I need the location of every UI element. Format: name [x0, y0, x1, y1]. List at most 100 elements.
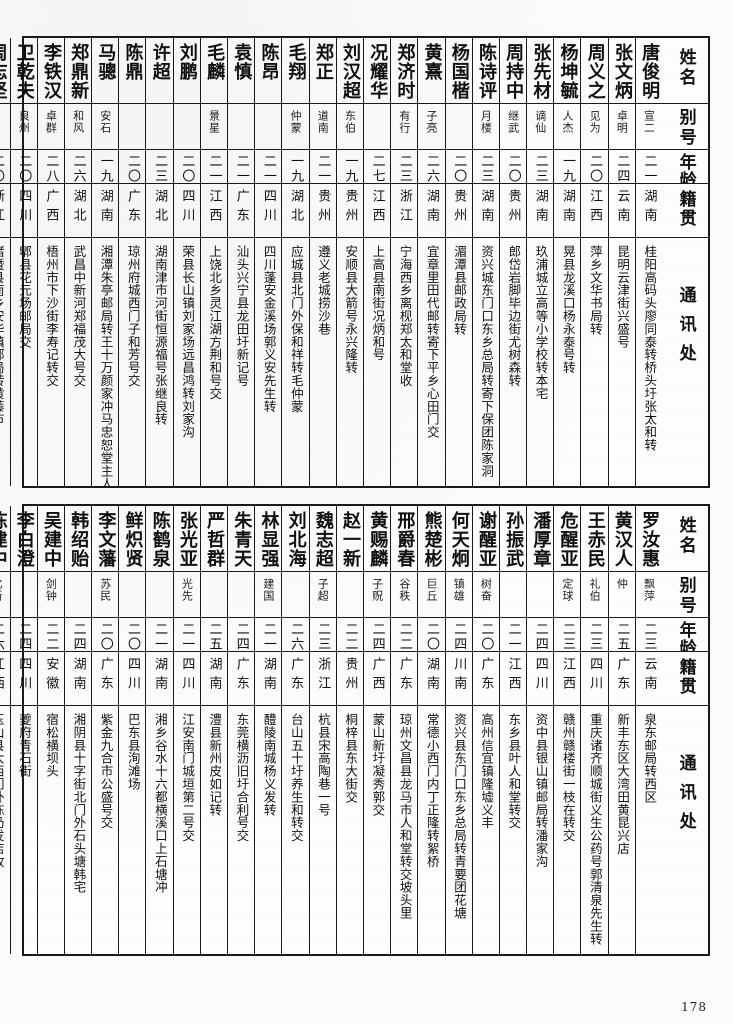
cell-age: 二四 [608, 150, 635, 184]
entry-column: 赵一新 二二 贵州 桐梓县东大街交 [335, 506, 363, 954]
cell-address: 梧州市下沙街李寿记转交 [44, 245, 60, 387]
cell-age: 二〇 [119, 618, 146, 652]
cell-age: 二七 [363, 150, 391, 184]
cell-native: 浙江 [309, 652, 336, 706]
cell-age: 二〇 [472, 618, 499, 652]
cell-address: 湘阴县十字街北门外石头塘韩宅 [71, 713, 87, 894]
entry-column: 张先材 谪仙 二三 湖南 玖浦城立高等小学校转本宅 [526, 38, 554, 486]
cell-name: 马骢 [92, 38, 119, 104]
header-cell-name: 姓名 [662, 506, 708, 572]
cell-alias: 和风 [64, 104, 92, 150]
cell-address: 桐梓县东大街交 [343, 713, 359, 804]
cell-native: 四川 [255, 184, 282, 238]
cell-alias [282, 572, 309, 618]
cell-address: 桂阳高码头廖同泰转桥头圩张太和转 [642, 245, 658, 452]
cell-alias: 化新 [0, 572, 10, 618]
cell-native: 浙江 [0, 184, 10, 238]
cell-alias [146, 572, 173, 618]
cell-alias [336, 572, 363, 618]
cell-native: 湖南 [255, 652, 282, 706]
cell-address: 宁海西乡离枧郑太和堂收 [397, 245, 413, 387]
cell-address: 晃县龙溪口杨永泰号转 [560, 245, 576, 374]
cell-native: 湖北 [146, 184, 173, 238]
cell-age: 二四 [10, 618, 37, 652]
cell-name: 李铁汉 [37, 38, 64, 104]
cell-alias: 卓明 [608, 104, 635, 150]
cell-age: 二〇 [445, 150, 472, 184]
entry-column: 周志坚 二〇 浙江 诸暨县南乡安华镇邮局转黄藤市 [0, 38, 10, 486]
entry-column: 马骢 安石 一九 湖南 湘潭朱亭邮局转王十万颜家冲马忠恕堂主人收 [91, 38, 119, 486]
cell-name: 危醒亚 [554, 506, 581, 572]
cell-alias: 月楼 [472, 104, 499, 150]
cell-age: 一九 [282, 150, 309, 184]
cell-native: 湖南 [200, 652, 227, 706]
cell-alias: 安石 [92, 104, 119, 150]
cell-age: 二三 [635, 618, 662, 652]
cell-address: 玉山县大西门外陈仍发店收 [0, 713, 5, 868]
cell-alias: 见为 [581, 104, 608, 150]
cell-address: 四川蓬安金溪场郭义安先生转 [261, 245, 277, 413]
cell-name: 杨坤毓 [554, 38, 581, 104]
cell-native: 川南 [445, 652, 472, 706]
cell-age: 二一 [228, 150, 255, 184]
cell-age: 二四 [363, 618, 391, 652]
row-header-column: 姓名 别号 年龄 籍贯 通讯处 [662, 38, 708, 486]
entry-column: 许超 二三 湖北 湖南津市河街恒源福号张继良转 [145, 38, 173, 486]
entry-column: 李铁汉 卓群 二八 广西 梧州市下沙街李寿记转交 [36, 38, 64, 486]
cell-address: 泉东邮局转西区 [642, 713, 658, 804]
cell-alias: 卓群 [37, 104, 64, 150]
cell-address: 玖浦城立高等小学校转本宅 [533, 245, 549, 400]
cell-native: 广东 [92, 652, 119, 706]
cell-name: 张先材 [527, 38, 554, 104]
cell-age: 二二 [336, 618, 363, 652]
cell-age: 一九 [554, 150, 581, 184]
cell-name: 周义之 [581, 38, 608, 104]
header-cell-name: 姓名 [662, 38, 708, 104]
entry-column: 刘汉超 东伯 一九 贵州 安顺县大箭号永兴隆转 [335, 38, 363, 486]
entry-column: 陈诗评 月楼 二三 湖南 资兴城东门口东乡总局转寄下保团陈家洞 [471, 38, 499, 486]
cell-native: 四川 [119, 652, 146, 706]
directory-table-lower: 姓名 别号 年龄 籍贯 通讯处 罗汝惠 飘萍 二三 云南 泉东邮局转西区 黄汉人仲二五广… [0, 504, 710, 956]
cell-name: 唐俊明 [635, 38, 662, 104]
cell-name: 毛麟 [200, 38, 227, 104]
cell-age: 二三 [309, 618, 336, 652]
cell-address: 巴东县洵滩场 [125, 713, 141, 791]
header-cell-age: 年龄 [662, 618, 708, 652]
cell-address: 昆明云津街兴盛号 [615, 245, 631, 349]
cell-age: 二〇 [173, 150, 200, 184]
cell-alias [173, 104, 200, 150]
cell-age: 二三 [472, 150, 499, 184]
entry-column: 陈昂 二一 四川 四川蓬安金溪场郭义安先生转 [254, 38, 282, 486]
entry-column: 黄赐麟 子贶 二四 广西 蒙山新圩凝秀郭交 [362, 506, 391, 954]
cell-age: 二八 [37, 150, 64, 184]
cell-native: 江西 [499, 652, 527, 706]
cell-address: 汕头兴宁县龙田圩新记号 [234, 245, 250, 387]
cell-alias [200, 572, 227, 618]
cell-age: 一九 [92, 150, 119, 184]
cell-age: 二一 [146, 618, 173, 652]
entry-column: 张光亚 光先 二一 四川 江安南门城垣第二号交 [172, 506, 200, 954]
cell-native: 江西 [581, 184, 608, 238]
cell-name: 林显强 [255, 506, 282, 572]
cell-age: 二三 [527, 150, 554, 184]
cell-address: 宿松横坝头 [44, 713, 60, 778]
cell-address: 醴陵南城杨义发转 [261, 713, 277, 817]
cell-alias: 有行 [391, 104, 418, 150]
cell-address: 郎岱岩脚毕边街尤树森转 [506, 245, 522, 387]
cell-alias: 人杰 [554, 104, 581, 150]
cell-alias: 景星 [200, 104, 227, 150]
entry-column: 袁慎 二一 广东 汕头兴宁县龙田圩新记号 [227, 38, 255, 486]
cell-address: 琼州府城西门子和芳号交 [125, 245, 141, 387]
cell-alias [363, 104, 391, 150]
entry-column: 郑正 道南 二一 贵州 遵义老城捞沙巷 [308, 38, 336, 486]
cell-native: 云南 [635, 652, 662, 706]
entry-column: 潘厚章 二四 四川 资中县银山镇邮局转潘家沟 [526, 506, 554, 954]
cell-address: 应城县北门外保和祥转毛仲蒙 [288, 245, 304, 413]
cell-age: 二五 [608, 618, 635, 652]
cell-native: 云南 [608, 184, 635, 238]
cell-age: 二六 [64, 150, 92, 184]
cell-address: 重庆诸齐顺城街义生公药号郭清泉先生转 [587, 713, 603, 946]
cell-native: 广东 [228, 652, 255, 706]
cell-native: 湖南 [418, 184, 445, 238]
